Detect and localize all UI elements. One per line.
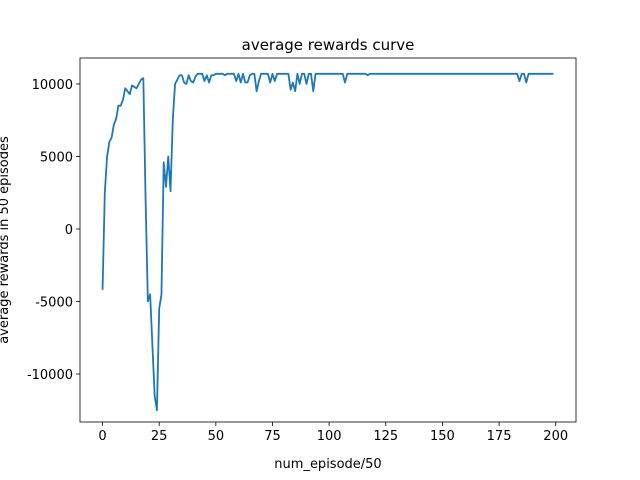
y-tick-label: 5000: [40, 150, 73, 165]
x-tick-label: 25: [151, 429, 168, 444]
x-tick-label: 125: [373, 429, 398, 444]
x-tick-label: 75: [264, 429, 281, 444]
x-tick-label: 50: [208, 429, 225, 444]
x-tick-label: 0: [98, 429, 106, 444]
x-tick-label: 150: [430, 429, 455, 444]
y-tick-label: -5000: [35, 295, 73, 310]
y-axis-label: average rewards in 50 episodes: [0, 136, 12, 344]
y-tick-label: 0: [65, 223, 73, 238]
y-tick-label: -10000: [27, 368, 73, 383]
x-tick-label: 175: [487, 429, 512, 444]
y-tick-label: 10000: [32, 78, 73, 93]
data-line: [101, 72, 554, 412]
x-axis-label: num_episode/50: [274, 457, 381, 472]
chart-title: average rewards curve: [242, 36, 415, 54]
x-tick-label: 100: [317, 429, 342, 444]
plot-frame: [79, 57, 577, 423]
x-tick-label: 200: [543, 429, 568, 444]
